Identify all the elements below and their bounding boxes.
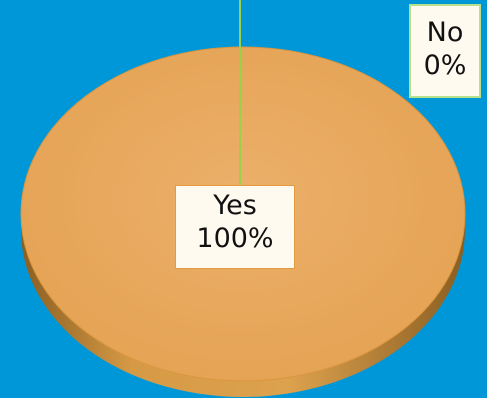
data-label-no: No 0%: [409, 4, 481, 98]
data-label-no-percent: 0%: [423, 50, 467, 81]
data-label-yes: Yes 100%: [175, 185, 295, 269]
data-label-no-category: No: [426, 17, 464, 48]
data-label-yes-percent: 100%: [196, 223, 274, 254]
data-label-yes-category: Yes: [213, 190, 257, 221]
